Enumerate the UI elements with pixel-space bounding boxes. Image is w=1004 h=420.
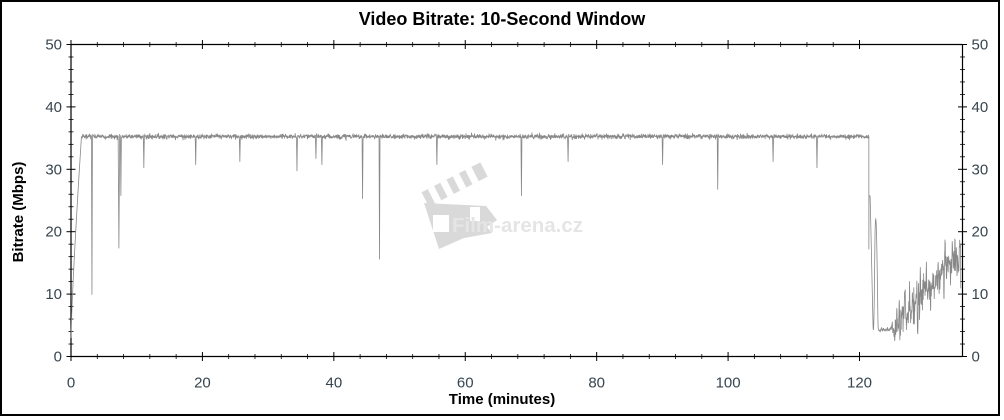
- svg-text:40: 40: [45, 99, 62, 116]
- svg-text:30: 30: [972, 161, 989, 178]
- svg-text:80: 80: [588, 375, 605, 392]
- svg-text:40: 40: [325, 375, 342, 392]
- svg-text:20: 20: [45, 224, 62, 241]
- svg-text:50: 50: [45, 37, 62, 54]
- svg-text:40: 40: [972, 99, 989, 116]
- svg-text:30: 30: [45, 161, 62, 178]
- svg-text:20: 20: [972, 224, 989, 241]
- svg-text:120: 120: [847, 375, 872, 392]
- svg-text:0: 0: [67, 375, 75, 392]
- svg-text:10: 10: [45, 286, 62, 303]
- svg-text:60: 60: [457, 375, 474, 392]
- svg-text:0: 0: [972, 349, 980, 366]
- svg-text:100: 100: [716, 375, 741, 392]
- svg-text:10: 10: [972, 286, 989, 303]
- svg-text:50: 50: [972, 37, 989, 54]
- svg-text:Film-arena.cz: Film-arena.cz: [452, 214, 583, 237]
- svg-text:20: 20: [194, 375, 211, 392]
- svg-text:0: 0: [54, 349, 62, 366]
